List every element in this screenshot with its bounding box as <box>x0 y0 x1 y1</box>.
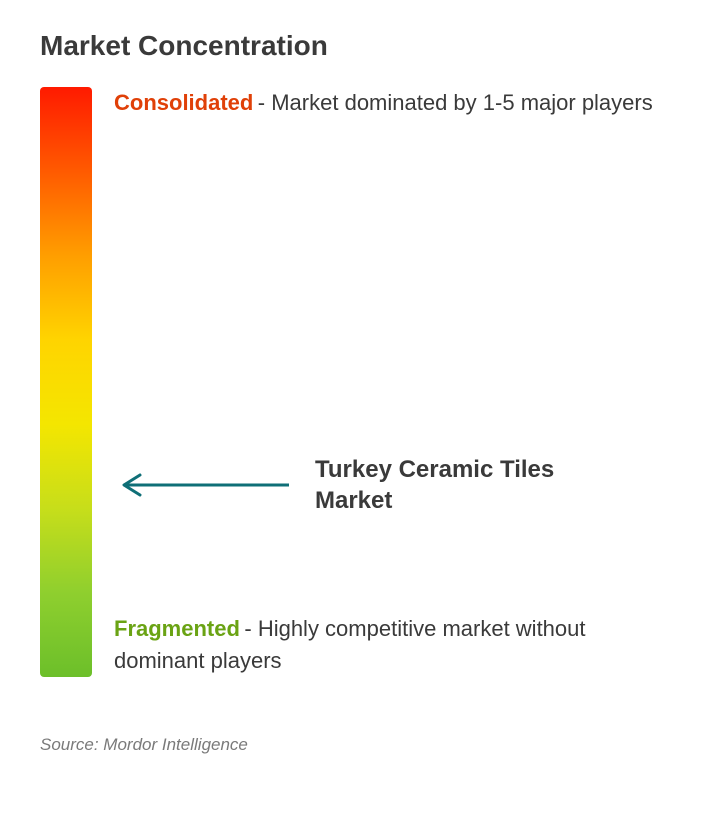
market-name-label: Turkey Ceramic Tiles Market <box>315 454 635 516</box>
consolidated-block: Consolidated - Market dominated by 1-5 m… <box>114 87 673 119</box>
source-attribution: Source: Mordor Intelligence <box>40 735 248 755</box>
arrow-left-icon <box>114 471 289 499</box>
fragmented-block: Fragmented - Highly competitive market w… <box>114 613 673 677</box>
fragmented-keyword: Fragmented <box>114 616 240 641</box>
consolidated-description: - Market dominated by 1-5 major players <box>258 90 653 115</box>
concentration-gradient-bar <box>40 87 92 677</box>
chart-body: Consolidated - Market dominated by 1-5 m… <box>40 87 683 677</box>
chart-title: Market Concentration <box>40 30 683 62</box>
consolidated-keyword: Consolidated <box>114 90 253 115</box>
market-pointer: Turkey Ceramic Tiles Market <box>114 454 635 516</box>
labels-area: Consolidated - Market dominated by 1-5 m… <box>114 87 683 677</box>
